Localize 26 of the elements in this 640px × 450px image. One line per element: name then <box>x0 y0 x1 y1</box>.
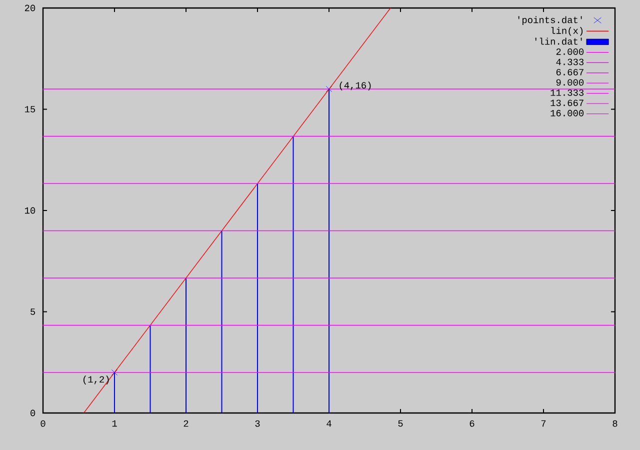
x-tick-label: 7 <box>541 420 546 427</box>
y-tick-label: 10 <box>24 207 36 214</box>
x-tick-label: 5 <box>398 420 403 427</box>
y-tick-label: 20 <box>24 4 36 12</box>
x-tick-label: 4 <box>326 420 332 427</box>
y-tick-label: 15 <box>24 106 36 112</box>
x-tick-label: 0 <box>40 420 46 427</box>
x-tick-label: 2 <box>184 420 188 427</box>
legend-label: 'points.dat' <box>518 16 582 26</box>
x-tick-label: 3 <box>255 420 260 427</box>
legend-label: lin(x) <box>551 26 583 36</box>
annotation: (1,2) <box>83 376 109 385</box>
legend-label: 11.333 <box>550 89 584 96</box>
legend-label: 'lin.dat' <box>535 38 582 45</box>
legend-label: 6.667 <box>556 68 584 76</box>
x-tick-label: 1 <box>112 420 117 427</box>
legend-label: 4.333 <box>556 58 584 66</box>
legend-label: 9.000 <box>556 79 584 86</box>
legend-label: 13.667 <box>550 100 584 106</box>
y-tick-label: 5 <box>30 308 36 315</box>
y-tick-label: 0 <box>30 410 36 416</box>
annotation: (4,16) <box>340 82 371 90</box>
legend-label: 2.000 <box>556 48 584 55</box>
x-tick-label: 6 <box>470 420 474 427</box>
legend-label: 16.000 <box>550 110 584 116</box>
x-tick-label: 8 <box>612 420 618 427</box>
